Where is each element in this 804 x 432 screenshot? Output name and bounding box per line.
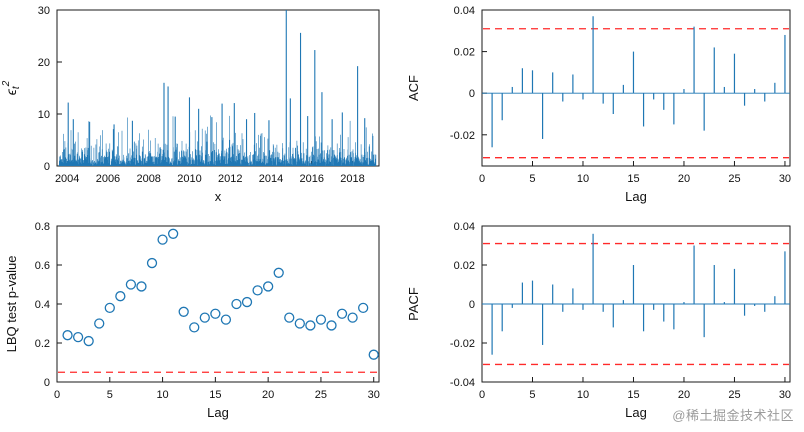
svg-text:30: 30 <box>779 389 791 401</box>
svg-text:5: 5 <box>107 389 113 401</box>
svg-text:30: 30 <box>38 5 50 17</box>
svg-text:0: 0 <box>44 377 50 389</box>
acf-chart: 0 5 10 15 20 25 30 -0.02 0 0.02 0.04 Lag ACF <box>406 5 791 204</box>
svg-text:2008: 2008 <box>136 173 160 185</box>
svg-text:LBQ test p-value: LBQ test p-value <box>4 256 19 353</box>
svg-text:-0.04: -0.04 <box>450 377 475 389</box>
svg-text:2010: 2010 <box>177 173 201 185</box>
pacf-chart: 0 5 10 15 20 25 30 -0.04 -0.02 0 0.02 0.04 Lag PACF <box>406 221 791 420</box>
svg-text:20: 20 <box>38 57 50 69</box>
svg-text:2016: 2016 <box>300 173 324 185</box>
svg-text:5: 5 <box>529 173 535 185</box>
svg-text:10: 10 <box>577 173 589 185</box>
svg-text:0.02: 0.02 <box>454 260 475 272</box>
svg-text:0.02: 0.02 <box>454 47 475 59</box>
svg-text:5: 5 <box>529 389 535 401</box>
svg-text:25: 25 <box>315 389 327 401</box>
lbq-chart: 0 5 10 15 20 25 30 0 0.2 0.4 0.6 0.8 Lag LBQ test p-v… <box>4 221 380 420</box>
svg-text:30: 30 <box>368 389 380 401</box>
svg-text:15: 15 <box>627 173 639 185</box>
svg-text:ϵt2: ϵt2 <box>1 80 22 95</box>
panel-acf: 0 5 10 15 20 25 30 -0.02 0 0.02 0.04 Lag ACF <box>402 0 804 216</box>
svg-text:ACF: ACF <box>406 75 421 101</box>
svg-text:PACF: PACF <box>406 287 421 321</box>
panel-lbq: 0 5 10 15 20 25 30 0 0.2 0.4 0.6 0.8 Lag LBQ test p-v… <box>0 216 402 432</box>
svg-text:Lag: Lag <box>625 405 647 420</box>
svg-text:0.4: 0.4 <box>35 299 50 311</box>
svg-text:30: 30 <box>779 173 791 185</box>
svg-text:10: 10 <box>38 109 50 121</box>
svg-text:0: 0 <box>469 88 475 100</box>
svg-text:20: 20 <box>678 389 690 401</box>
svg-text:0.6: 0.6 <box>35 260 50 272</box>
svg-text:0: 0 <box>44 161 50 173</box>
svg-text:-0.02: -0.02 <box>450 338 475 350</box>
svg-text:x: x <box>215 189 222 204</box>
svg-text:2006: 2006 <box>96 173 120 185</box>
svg-text:25: 25 <box>728 173 740 185</box>
svg-text:2012: 2012 <box>218 173 242 185</box>
svg-text:20: 20 <box>678 173 690 185</box>
svg-text:0.04: 0.04 <box>454 221 475 233</box>
svg-text:0: 0 <box>469 299 475 311</box>
svg-text:2004: 2004 <box>55 173 79 185</box>
svg-text:0: 0 <box>54 389 60 401</box>
svg-text:15: 15 <box>627 389 639 401</box>
svg-text:2018: 2018 <box>340 173 364 185</box>
svg-text:20: 20 <box>262 389 274 401</box>
svg-text:0.2: 0.2 <box>35 338 50 350</box>
svg-text:Lag: Lag <box>207 405 229 420</box>
svg-text:2014: 2014 <box>259 173 283 185</box>
svg-text:0: 0 <box>479 389 485 401</box>
panel-squared-residuals: 2004 2006 2008 2010 2012 2014 2016 2018 0 10 20 30 x… <box>0 0 402 216</box>
svg-text:25: 25 <box>728 389 740 401</box>
svg-text:-0.02: -0.02 <box>450 130 475 142</box>
svg-text:Lag: Lag <box>625 189 647 204</box>
svg-text:10: 10 <box>577 389 589 401</box>
svg-text:0.04: 0.04 <box>454 5 475 17</box>
svg-text:10: 10 <box>156 389 168 401</box>
svg-text:15: 15 <box>209 389 221 401</box>
svg-text:0.8: 0.8 <box>35 221 50 233</box>
panel-pacf: 0 5 10 15 20 25 30 -0.04 -0.02 0 0.02 0.04 Lag PACF <box>402 216 804 432</box>
svg-text:0: 0 <box>479 173 485 185</box>
squared-residuals-chart: 2004 2006 2008 2010 2012 2014 2016 2018 0 10 20 30 x… <box>1 5 380 204</box>
